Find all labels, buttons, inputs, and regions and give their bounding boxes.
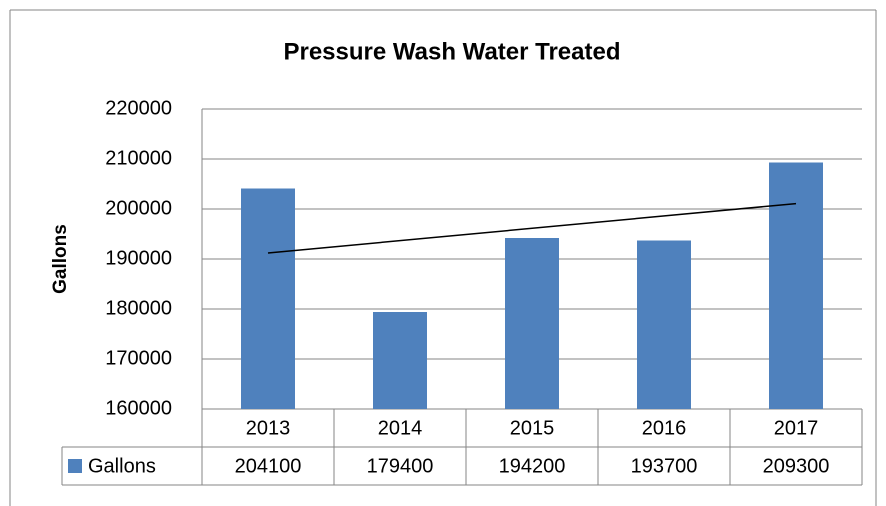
y-tick-label: 220000 [105, 97, 172, 119]
bar [769, 162, 823, 409]
trendline [267, 202, 797, 254]
chart-title: Pressure Wash Water Treated [283, 38, 620, 65]
bar [241, 188, 295, 409]
y-tick-label: 160000 [105, 397, 172, 419]
table-value: 204100 [235, 455, 302, 477]
legend-label: Gallons [88, 455, 156, 477]
y-tick-label: 180000 [105, 297, 172, 319]
y-tick-label: 200000 [105, 197, 172, 219]
table-value: 209300 [763, 455, 830, 477]
y-tick-label: 170000 [105, 347, 172, 369]
x-tick-label: 2017 [774, 417, 819, 439]
x-tick-label: 2014 [378, 417, 423, 439]
x-tick-label: 2016 [642, 417, 687, 439]
y-axis-label: Gallons [50, 224, 71, 294]
table-value: 179400 [367, 455, 434, 477]
x-tick-label: 2013 [246, 417, 291, 439]
bar [637, 240, 691, 409]
y-tick-label: 190000 [105, 247, 172, 269]
legend-swatch [68, 459, 82, 473]
table-value: 193700 [631, 455, 698, 477]
y-tick-label: 210000 [105, 147, 172, 169]
bar [373, 312, 427, 409]
table-value: 194200 [499, 455, 566, 477]
bar [505, 238, 559, 409]
x-tick-label: 2015 [510, 417, 555, 439]
